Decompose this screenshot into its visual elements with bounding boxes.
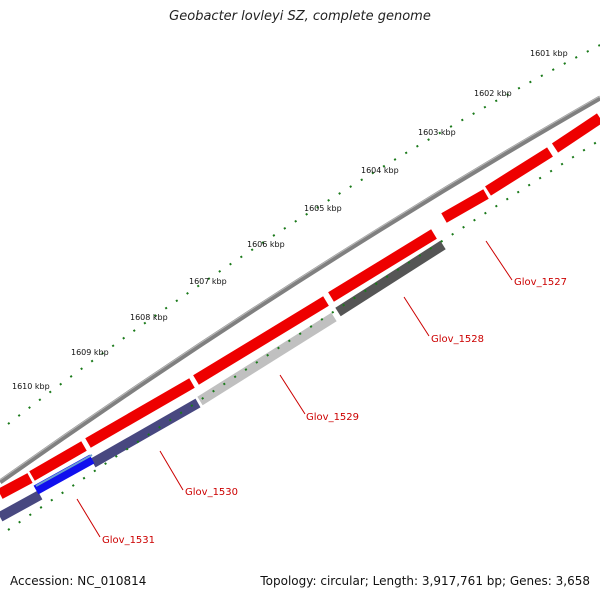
kbp-label: 1605 kbp bbox=[304, 204, 342, 213]
kbp-label: 1608 kbp bbox=[130, 313, 168, 322]
gene-label-glov-1528[interactable]: Glov_1528 bbox=[431, 334, 484, 345]
kbp-label: 1602 kbp bbox=[474, 89, 512, 98]
kbp-label: 1601 kbp bbox=[530, 49, 568, 58]
kbp-label: 1603 kbp bbox=[418, 128, 456, 137]
kbp-label: 1610 kbp bbox=[12, 382, 50, 391]
gene-label-leaders bbox=[76, 240, 513, 538]
gene-glov-1530[interactable] bbox=[0, 490, 43, 522]
footer-stats: Topology: circular; Length: 3,917,761 bp… bbox=[260, 574, 590, 588]
gene-forward[interactable] bbox=[85, 378, 195, 448]
kbp-label: 1607 kbp bbox=[189, 277, 227, 286]
gene-forward[interactable] bbox=[328, 229, 437, 302]
forward-strand-genes[interactable] bbox=[0, 113, 600, 499]
gene-label-glov-1530[interactable]: Glov_1530 bbox=[185, 487, 238, 498]
gene-forward[interactable] bbox=[193, 296, 329, 385]
gene-label-glov-1529[interactable]: Glov_1529 bbox=[306, 412, 359, 423]
gene-glov-1531[interactable] bbox=[33, 454, 95, 495]
gene-forward[interactable] bbox=[29, 441, 87, 481]
kbp-labels: 1601 kbp 1602 kbp 1603 kbp 1604 kbp 1605… bbox=[12, 49, 568, 391]
kbp-label: 1609 kbp bbox=[71, 348, 109, 357]
gene-forward[interactable] bbox=[485, 147, 553, 196]
gene-forward[interactable] bbox=[0, 473, 33, 499]
gene-forward[interactable] bbox=[441, 189, 489, 223]
gene-forward[interactable] bbox=[551, 113, 600, 153]
kbp-label: 1604 kbp bbox=[361, 166, 399, 175]
kbp-label: 1606 kbp bbox=[247, 240, 285, 249]
footer-accession: Accession: NC_010814 bbox=[10, 574, 147, 588]
gene-glov-1528[interactable] bbox=[335, 240, 446, 317]
gene-glov-1531-highlight bbox=[35, 454, 93, 487]
gene-label-glov-1527[interactable]: Glov_1527 bbox=[514, 277, 567, 288]
outer-scale-ticks bbox=[7, 44, 600, 425]
gene-labels: Glov_1527 Glov_1528 Glov_1529 Glov_1530 … bbox=[102, 277, 567, 546]
gene-label-glov-1531[interactable]: Glov_1531 bbox=[102, 535, 155, 546]
gene-glov-1529[interactable] bbox=[197, 312, 337, 406]
genome-backbone-highlight bbox=[0, 95, 600, 481]
map-title: Geobacter lovleyi SZ, complete genome bbox=[169, 9, 431, 24]
genome-backbone bbox=[0, 95, 600, 485]
